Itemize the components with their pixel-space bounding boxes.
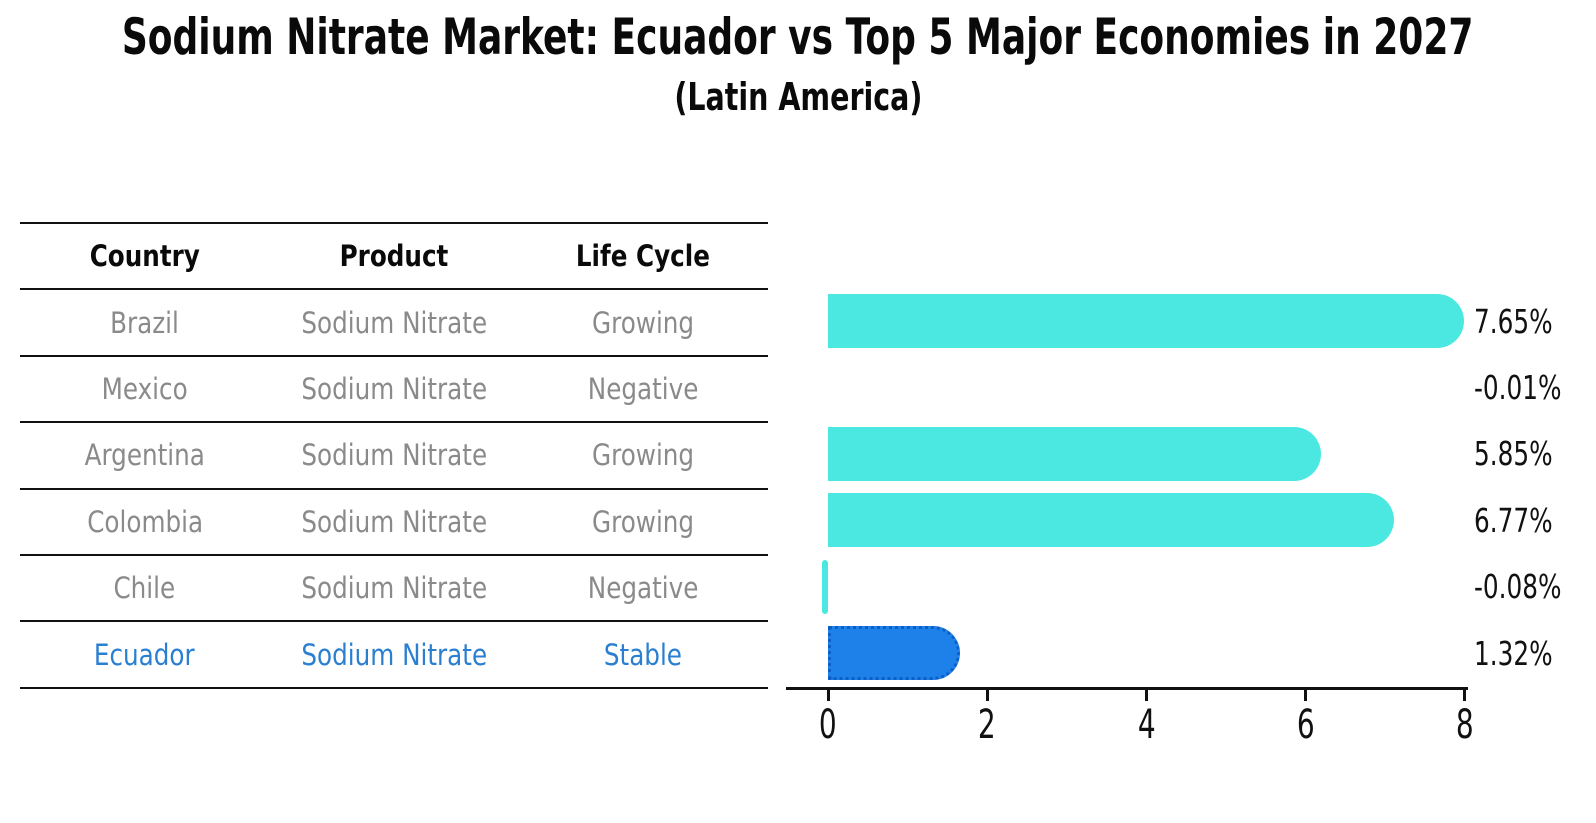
value-label-text: -0.08% — [1474, 567, 1562, 607]
value-label-text: 6.77% — [1474, 500, 1553, 540]
x-tick-label-2: 2 — [947, 702, 1027, 748]
header-product-text: Product — [339, 239, 449, 274]
cell-life-cycle-text: Growing — [592, 438, 695, 473]
table-row-ecuador: Ecuador Sodium Nitrate Stable — [20, 622, 768, 689]
cell-country: Chile — [20, 571, 269, 605]
x-tick-label-text: 6 — [1296, 702, 1315, 748]
x-tick-label-8: 8 — [1425, 702, 1505, 748]
value-label-text: -0.01% — [1474, 367, 1562, 407]
header-country: Country — [20, 239, 269, 273]
table-row-chile: Chile Sodium Nitrate Negative — [20, 556, 768, 623]
cell-life-cycle: Growing — [519, 505, 768, 539]
value-label-ecuador: 1.32% — [1474, 626, 1596, 680]
value-label-mexico: -0.01% — [1474, 360, 1596, 414]
x-tick-8 — [1463, 690, 1467, 701]
x-tick-label-text: 0 — [819, 702, 837, 748]
x-tick-label-text: 8 — [1455, 702, 1474, 748]
x-tick-2 — [985, 690, 989, 701]
value-label-chile: -0.08% — [1474, 560, 1596, 614]
cell-country-text: Ecuador — [94, 637, 196, 672]
x-tick-0 — [826, 690, 830, 701]
x-tick-6 — [1304, 690, 1308, 701]
cell-life-cycle-text: Growing — [592, 504, 695, 539]
cell-life-cycle: Growing — [519, 306, 768, 340]
table-row-brazil: Brazil Sodium Nitrate Growing — [20, 290, 768, 357]
x-axis-line — [786, 687, 1468, 690]
cell-country-text: Chile — [113, 571, 176, 606]
header-life-cycle: Life Cycle — [519, 239, 768, 273]
country-table: Country Product Life Cycle Brazil Sodium… — [20, 222, 768, 689]
table-row-argentina: Argentina Sodium Nitrate Growing — [20, 423, 768, 490]
cell-product: Sodium Nitrate — [269, 306, 518, 340]
header-life-cycle-text: Life Cycle — [576, 239, 711, 274]
bar-ecuador — [828, 626, 961, 680]
value-label-text: 7.65% — [1474, 301, 1553, 341]
cell-country-text: Brazil — [110, 305, 180, 340]
header-product: Product — [269, 239, 518, 273]
cell-product: Sodium Nitrate — [269, 438, 518, 472]
cell-life-cycle: Negative — [519, 372, 768, 406]
x-tick-4 — [1144, 690, 1148, 701]
cell-product: Sodium Nitrate — [269, 571, 518, 605]
table-row-mexico: Mexico Sodium Nitrate Negative — [20, 357, 768, 424]
country-table-rows: Brazil Sodium Nitrate Growing Mexico Sod… — [20, 290, 768, 689]
cell-product: Sodium Nitrate — [269, 638, 518, 672]
bar-brazil — [828, 294, 1464, 348]
cell-country: Brazil — [20, 306, 269, 340]
value-label-text: 5.85% — [1474, 434, 1553, 474]
cell-life-cycle-text: Growing — [592, 305, 695, 340]
cell-country: Argentina — [20, 438, 269, 472]
bar-chile — [821, 559, 828, 614]
chart-subtitle: (Latin America) — [0, 72, 1596, 122]
x-tick-label-0: 0 — [788, 702, 868, 748]
chart-title: Sodium Nitrate Market: Ecuador vs Top 5 … — [0, 8, 1596, 66]
chart-subtitle-text: (Latin America) — [673, 75, 923, 119]
cell-life-cycle: Negative — [519, 571, 768, 605]
cell-product-text: Sodium Nitrate — [301, 305, 487, 340]
x-tick-label-6: 6 — [1266, 702, 1346, 748]
cell-life-cycle-text: Negative — [587, 571, 699, 606]
cell-life-cycle: Stable — [519, 638, 768, 672]
cell-product-text: Sodium Nitrate — [301, 438, 487, 473]
cell-product: Sodium Nitrate — [269, 372, 518, 406]
value-label-text: 1.32% — [1474, 633, 1553, 673]
table-header-row: Country Product Life Cycle — [20, 224, 768, 291]
cell-product-text: Sodium Nitrate — [301, 571, 487, 606]
cell-product-text: Sodium Nitrate — [301, 637, 487, 672]
value-label-colombia: 6.77% — [1474, 493, 1596, 547]
cell-product-text: Sodium Nitrate — [301, 371, 487, 406]
cell-life-cycle: Growing — [519, 438, 768, 472]
value-label-argentina: 5.85% — [1474, 427, 1596, 481]
cell-country: Ecuador — [20, 638, 269, 672]
bar-colombia — [828, 493, 1394, 548]
x-tick-label-text: 4 — [1137, 702, 1156, 748]
cell-product: Sodium Nitrate — [269, 505, 518, 539]
cell-country: Colombia — [20, 505, 269, 539]
cell-product-text: Sodium Nitrate — [301, 504, 487, 539]
cell-life-cycle-text: Negative — [587, 371, 699, 406]
table-row-colombia: Colombia Sodium Nitrate Growing — [20, 490, 768, 556]
cell-country-text: Colombia — [86, 504, 203, 539]
cell-life-cycle-text: Stable — [604, 637, 683, 672]
x-tick-label-text: 2 — [978, 702, 997, 748]
cell-country-text: Argentina — [84, 438, 205, 473]
cell-country: Mexico — [20, 372, 269, 406]
chart-title-text: Sodium Nitrate Market: Ecuador vs Top 5 … — [122, 8, 1474, 66]
x-tick-label-4: 4 — [1106, 702, 1186, 748]
cell-country-text: Mexico — [101, 371, 188, 406]
header-country-text: Country — [89, 239, 200, 274]
bar-argentina — [828, 426, 1321, 481]
value-label-brazil: 7.65% — [1474, 294, 1596, 348]
